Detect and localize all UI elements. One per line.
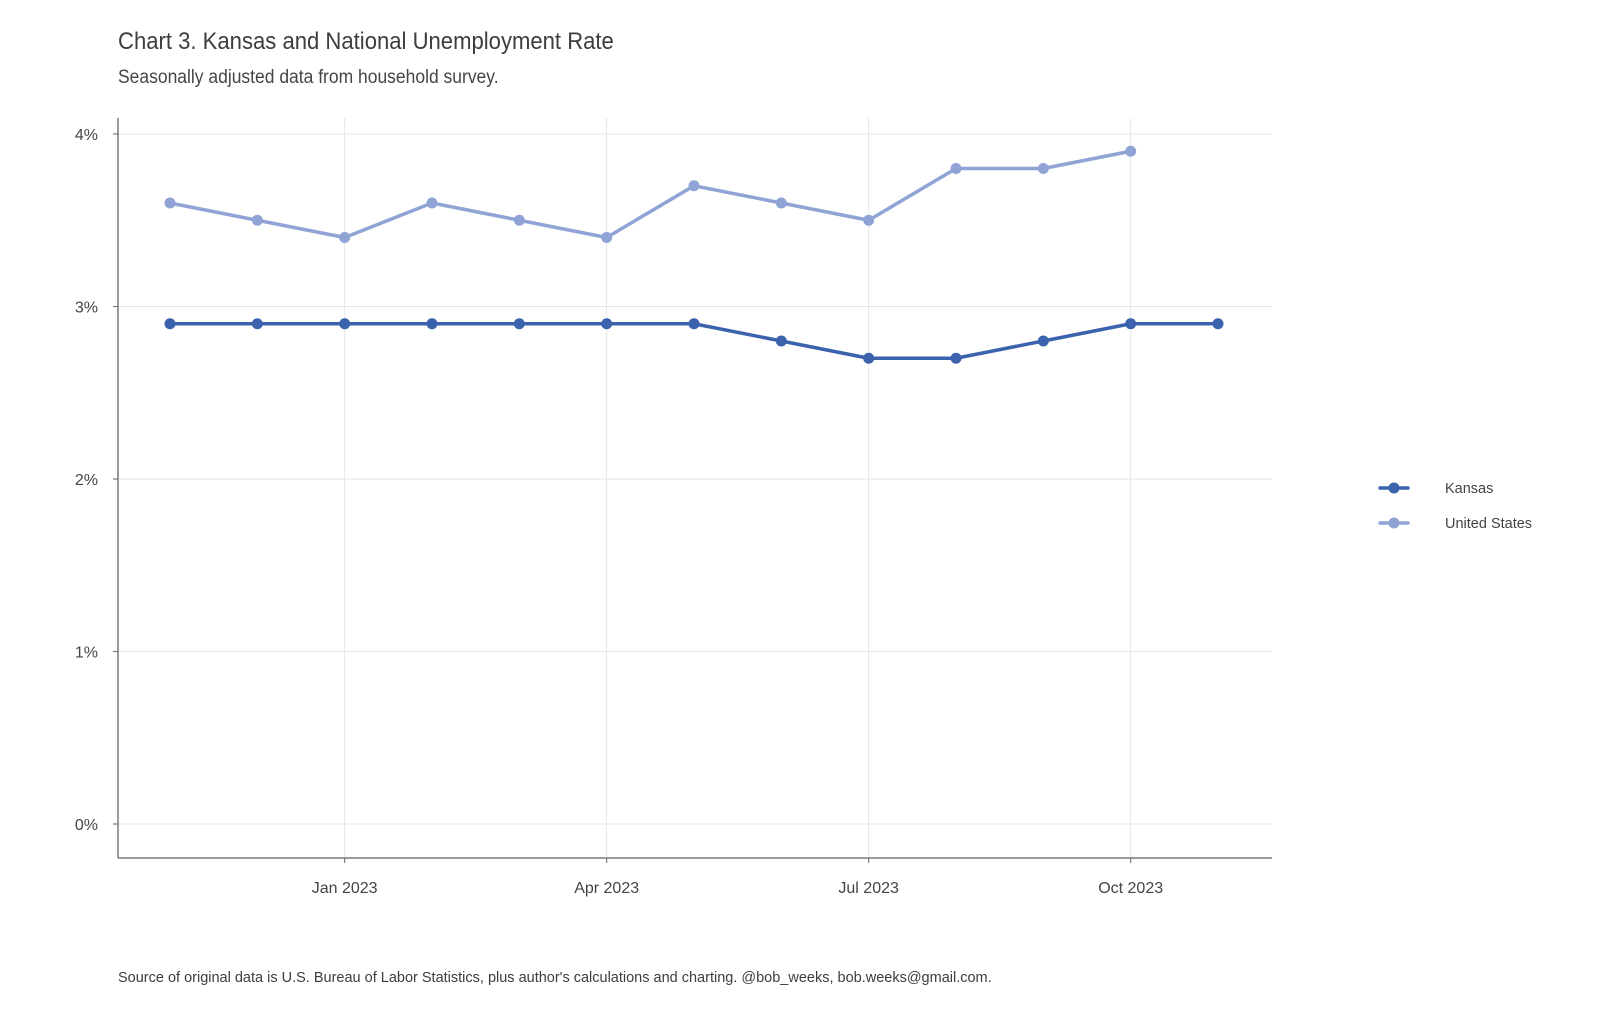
data-point-united-states: [688, 180, 700, 192]
data-point-kansas: [601, 318, 613, 330]
y-tick-label: 2%: [75, 472, 98, 489]
series-line-united-states: [168, 149, 1133, 240]
data-point-kansas: [688, 318, 700, 330]
data-point-united-states: [1037, 163, 1049, 174]
axis-layer: 0% 1% 2% 3% 4% Jan 2023 Apr 2023 Jul 2023 Oct 20…: [75, 118, 1272, 897]
data-point-united-states: [426, 197, 438, 209]
data-point-kansas: [1125, 318, 1137, 330]
data-point-kansas: [950, 352, 962, 364]
data-point-kansas: [164, 318, 176, 330]
x-tick-label: Apr 2023: [574, 880, 639, 897]
data-point-kansas: [339, 318, 351, 330]
data-point-kansas: [251, 318, 263, 330]
x-tick-label: Jan 2023: [312, 880, 378, 897]
legend-label: Kansas: [1445, 481, 1493, 497]
data-point-united-states: [513, 214, 525, 226]
data-point-kansas: [426, 318, 438, 330]
data-point-united-states: [251, 214, 263, 226]
data-point-united-states: [950, 163, 962, 174]
data-point-united-states: [164, 197, 176, 209]
grid-layer: [118, 118, 1272, 858]
data-point-kansas: [775, 335, 787, 347]
legend-label: United States: [1445, 516, 1532, 532]
y-tick-label: 3%: [75, 300, 98, 317]
legend-key-point: [1388, 482, 1400, 494]
data-point-kansas: [1212, 318, 1224, 330]
series-layer: [164, 145, 1224, 364]
data-point-kansas: [1037, 335, 1049, 347]
y-tick-label: 1%: [75, 645, 98, 662]
y-tick-label: 4%: [75, 127, 98, 144]
data-point-united-states: [601, 232, 613, 243]
chart-title: Chart 3. Kansas and National Unemploymen…: [118, 28, 614, 55]
data-point-united-states: [1125, 145, 1137, 157]
x-tick-label: Oct 2023: [1098, 880, 1163, 897]
data-point-united-states: [775, 197, 787, 209]
data-point-united-states: [339, 232, 351, 243]
data-point-kansas: [513, 318, 525, 330]
y-tick-label: 0%: [75, 817, 98, 834]
x-tick-label: Jul 2023: [838, 880, 899, 897]
legend-key-point: [1388, 517, 1400, 529]
data-point-kansas: [863, 352, 875, 364]
data-point-united-states: [863, 214, 875, 226]
chart-subtitle: Seasonally adjusted data from household …: [118, 67, 499, 88]
chart-caption: Source of original data is U.S. Bureau o…: [118, 970, 992, 986]
legend: Kansas United States: [1378, 481, 1532, 532]
